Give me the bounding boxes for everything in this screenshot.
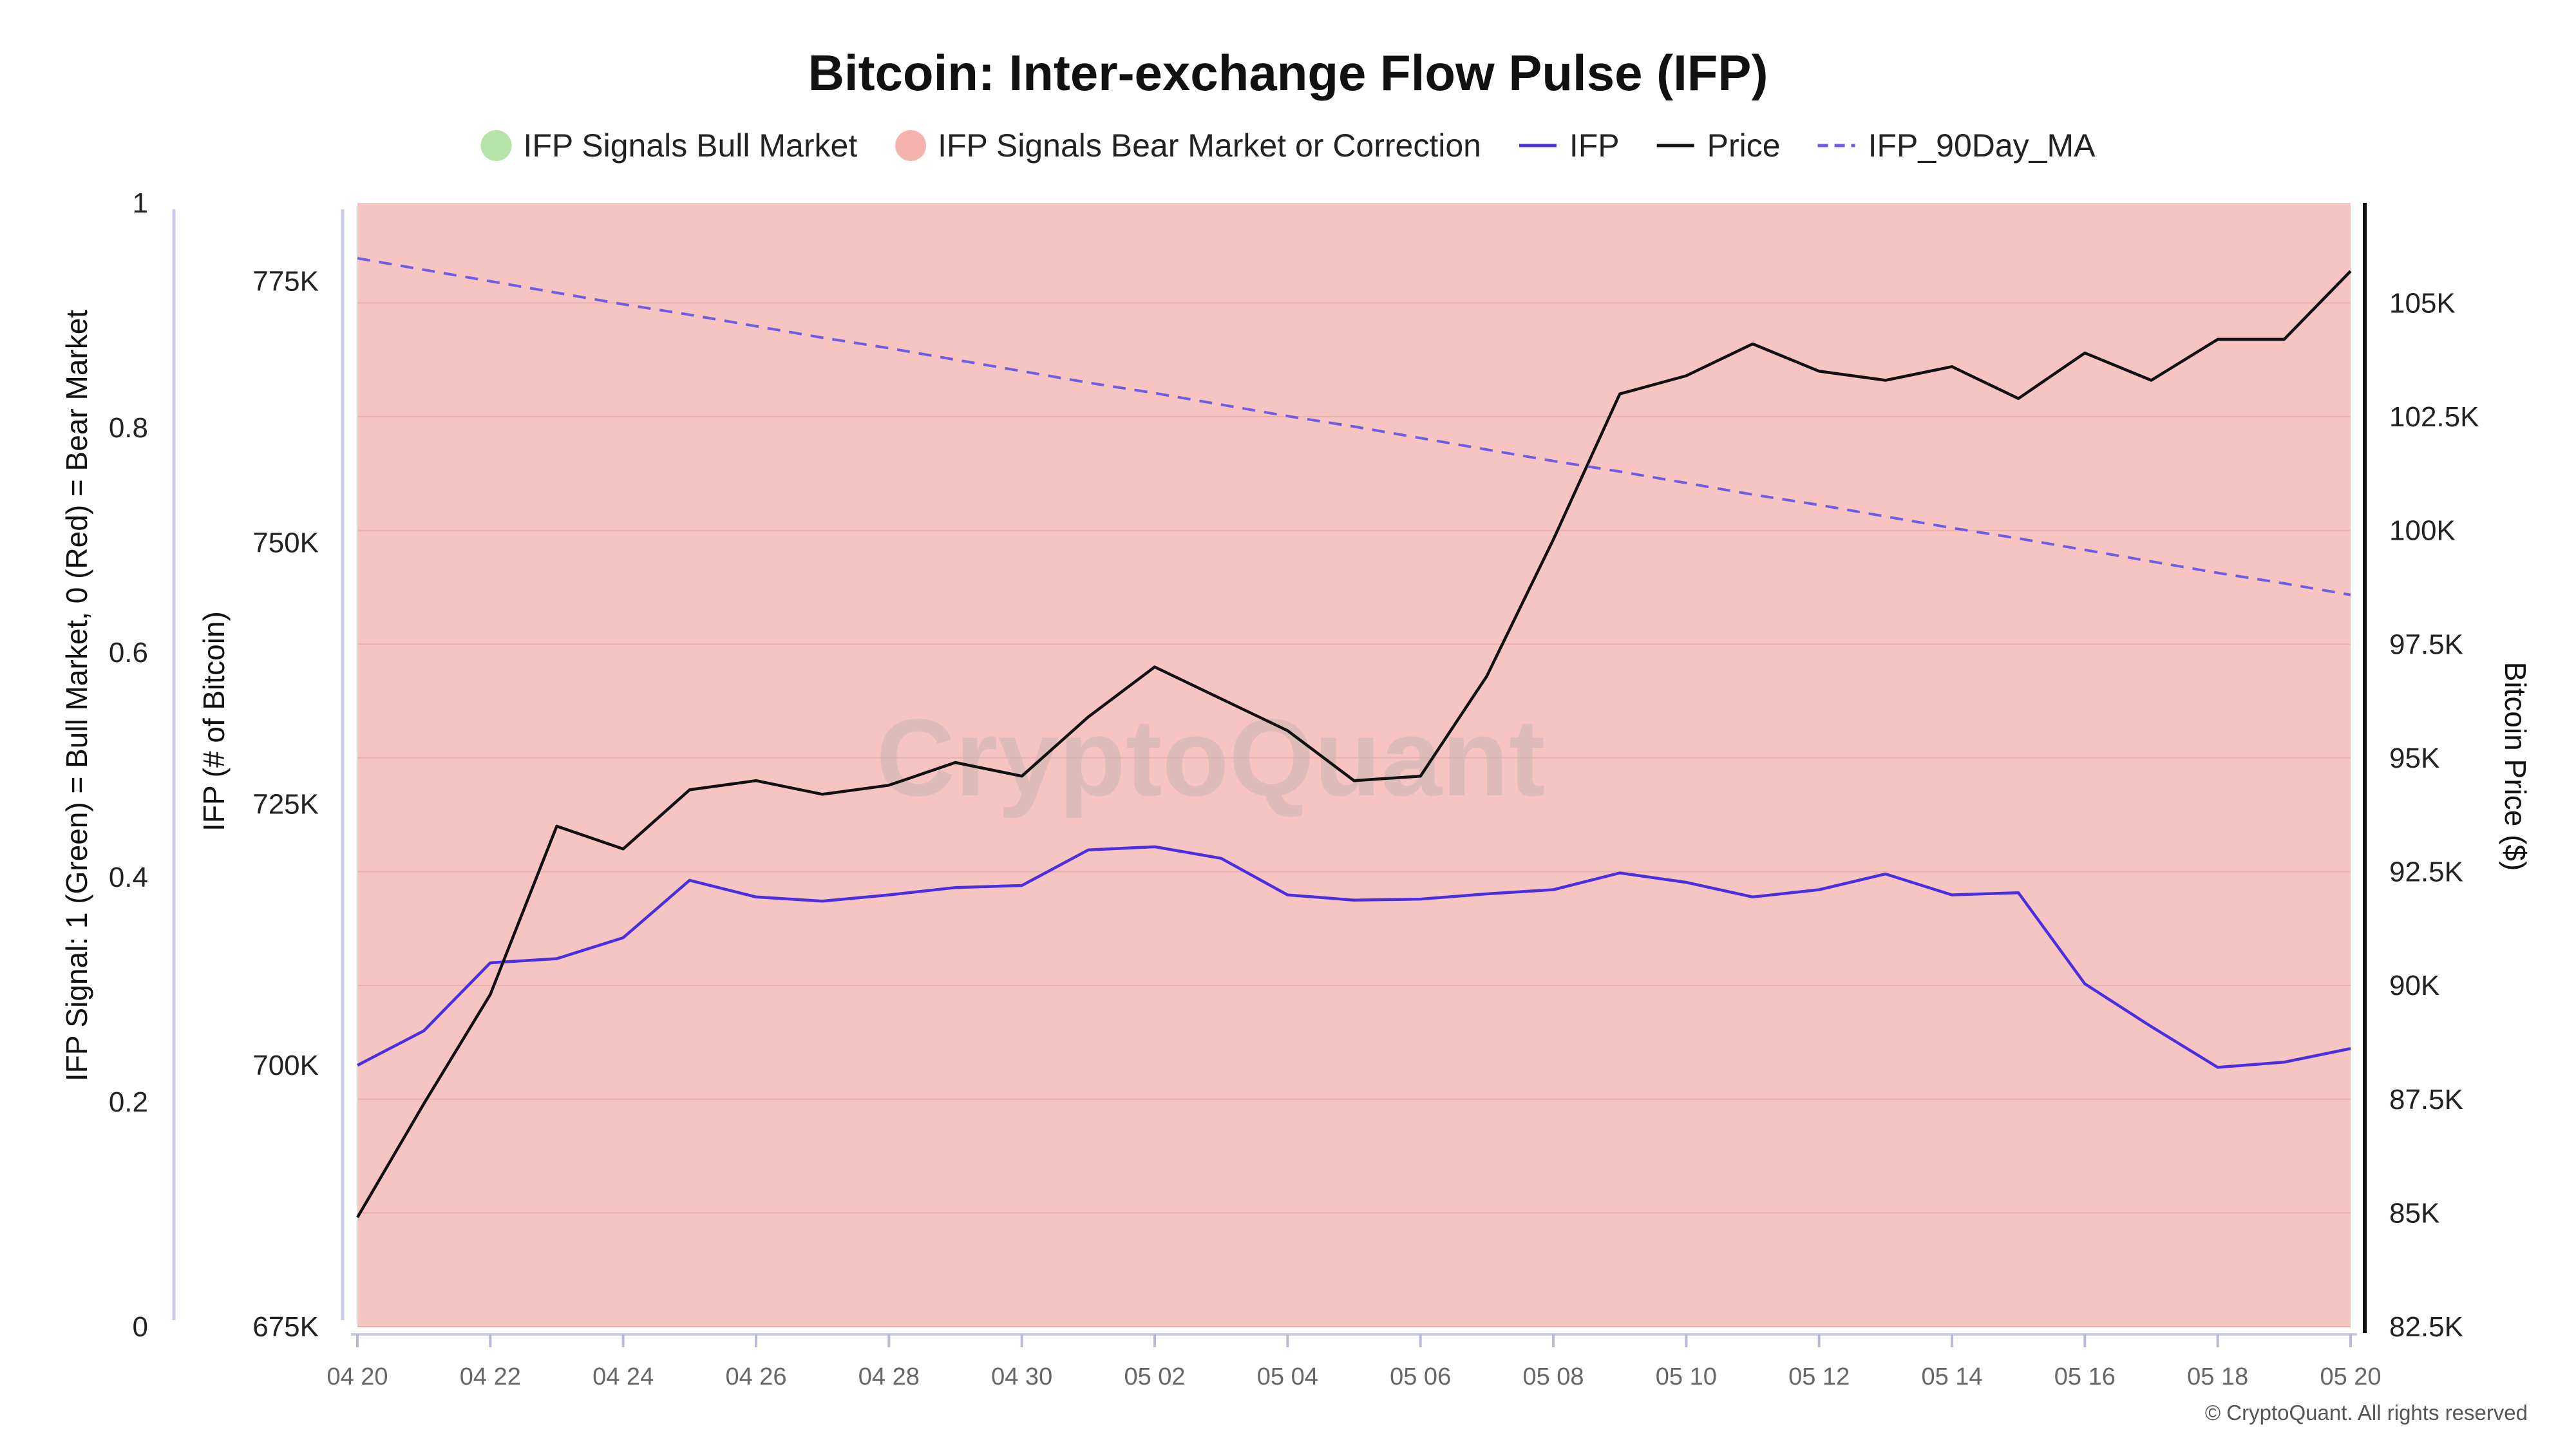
chart-legend[interactable]: IFP Signals Bull Market IFP Signals Bear … [480, 128, 2096, 164]
ifp-tick-label: 675K [252, 1311, 319, 1343]
signal-tick-label: 0 [133, 1311, 148, 1343]
signal-axis-title: IFP Signal: 1 (Green) = Bull Market, 0 (… [60, 310, 93, 1081]
date-tick-label: 05 12 [1788, 1363, 1850, 1390]
date-tick-label: 04 24 [592, 1363, 654, 1390]
date-tick-label: 05 02 [1124, 1363, 1185, 1390]
date-tick-label: 04 20 [327, 1363, 388, 1390]
legend-dot-icon [480, 130, 512, 161]
date-tick-label: 05 06 [1390, 1363, 1451, 1390]
date-axis-ticks: 04 20 04 22 04 24 04 26 04 28 04 30 05 02 05 04… [327, 1334, 2382, 1390]
price-tick-label: 85K [2389, 1197, 2439, 1229]
date-tick-label: 05 14 [1921, 1363, 1982, 1390]
price-tick-label: 100K [2389, 515, 2456, 547]
ifp-tick-label: 725K [252, 788, 319, 820]
date-tick-label: 04 30 [991, 1363, 1052, 1390]
date-tick-label: 04 28 [858, 1363, 920, 1390]
date-tick-label: 05 08 [1522, 1363, 1584, 1390]
price-tick-label: 105K [2389, 287, 2456, 319]
legend-item-price[interactable]: Price [1656, 128, 1781, 164]
ifp-tick-label: 750K [252, 527, 319, 559]
date-tick-label: 04 22 [460, 1363, 521, 1390]
price-tick-label: 95K [2389, 743, 2439, 774]
legend-label: IFP Signals Bull Market [523, 128, 857, 164]
signal-tick-label: 0.2 [109, 1086, 148, 1118]
ifp-tick-label: 775K [252, 266, 319, 298]
ifp-tick-label: 700K [252, 1050, 319, 1081]
price-tick-label: 97.5K [2389, 629, 2463, 660]
signal-tick-label: 1 [133, 187, 148, 219]
series-line-ifp-90day-ma [357, 257, 2351, 596]
legend-item-ifp-90day-ma[interactable]: IFP_90Day_MA [1817, 128, 2096, 164]
legend-item-ifp[interactable]: IFP [1519, 128, 1620, 164]
signal-tick-label: 0.4 [109, 862, 148, 893]
legend-label: IFP [1569, 128, 1620, 164]
price-tick-label: 87.5K [2389, 1084, 2463, 1115]
date-tick-label: 04 26 [725, 1363, 786, 1390]
copyright-text: © CryptoQuant. All rights reserved [2205, 1401, 2528, 1425]
price-tick-label: 82.5K [2389, 1311, 2463, 1343]
date-tick-label: 05 10 [1656, 1363, 1717, 1390]
series-layer [356, 257, 2352, 1218]
signal-tick-label: 0.6 [109, 637, 148, 668]
watermark-text: CryptoQuant [876, 697, 1546, 819]
legend-dot-icon [895, 130, 927, 161]
date-tick-label: 05 04 [1257, 1363, 1318, 1390]
legend-label: Price [1707, 128, 1781, 164]
price-tick-label: 92.5K [2389, 857, 2463, 888]
price-axis-ticks: 82.5K 85K 87.5K 90K 92.5K 95K 97.5K 100K 102.5K 1… [2389, 287, 2479, 1343]
signal-tick-label: 0.8 [109, 412, 148, 444]
ifp-axis-title: IFP (# of Bitcoin) [197, 611, 231, 831]
series-line-ifp [356, 845, 2351, 1069]
legend-item-ifp-signals-bull-market[interactable]: IFP Signals Bull Market [480, 128, 857, 164]
legend-label: IFP Signals Bear Market or Correction [938, 128, 1481, 164]
date-tick-label: 05 18 [2187, 1363, 2248, 1390]
axis-lines [172, 203, 2367, 1336]
gridlines [357, 302, 2351, 1327]
signal-axis-ticks: 0 0.2 0.4 0.6 0.8 1 [109, 187, 148, 1343]
price-tick-label: 102.5K [2389, 401, 2479, 433]
price-tick-label: 90K [2389, 970, 2439, 1001]
date-tick-label: 05 16 [2054, 1363, 2116, 1390]
ifp-axis-ticks: 675K 700K 725K 750K 775K [252, 266, 319, 1343]
series-line-price [356, 270, 2352, 1218]
chart-title: Bitcoin: Inter-exchange Flow Pulse (IFP) [808, 44, 1768, 101]
bear-signal-background [357, 203, 2351, 1327]
legend-label: IFP_90Day_MA [1868, 128, 2096, 164]
legend-item-ifp-signals-bear-market-or-correction[interactable]: IFP Signals Bear Market or Correction [895, 128, 1481, 164]
date-tick-label: 05 20 [2320, 1363, 2381, 1390]
price-axis-title: Bitcoin Price ($) [2499, 662, 2532, 871]
